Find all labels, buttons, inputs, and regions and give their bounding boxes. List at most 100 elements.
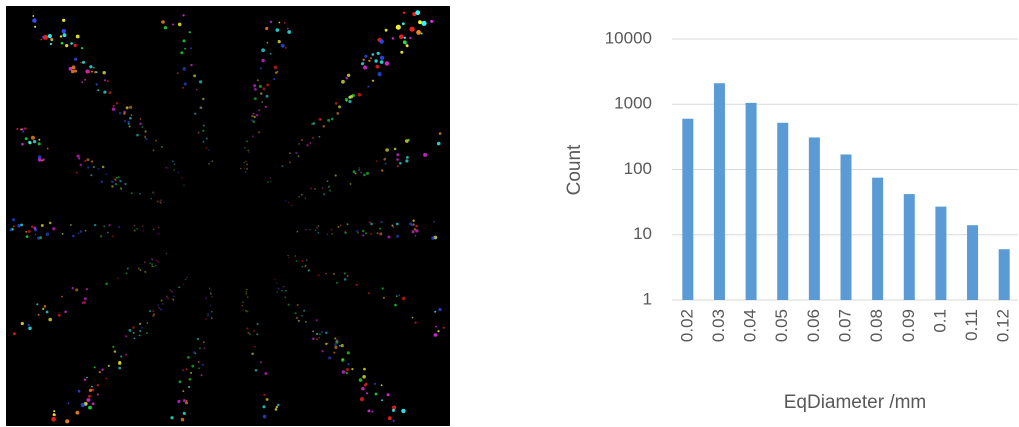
particle: [37, 237, 40, 240]
particle: [316, 319, 318, 321]
particle: [13, 225, 15, 227]
particle: [278, 40, 281, 43]
particle: [260, 361, 262, 363]
particle: [114, 350, 117, 353]
particle: [153, 149, 155, 151]
particle: [139, 335, 141, 337]
particle: [99, 371, 101, 373]
particle: [76, 35, 80, 39]
particle: [211, 317, 213, 319]
particle: [198, 367, 200, 369]
particle: [291, 205, 293, 207]
particle: [309, 142, 311, 144]
particle: [161, 300, 163, 302]
particle: [270, 177, 272, 179]
particle: [260, 92, 262, 94]
particle: [363, 59, 365, 61]
particle: [153, 228, 155, 230]
x-tick-label: 0.08: [867, 309, 886, 342]
particle: [104, 79, 106, 81]
particle: [358, 169, 360, 171]
particle: [161, 199, 163, 201]
figure: Count EqDiameter /mm 1101001000100000.02…: [0, 0, 1019, 427]
particle: [246, 327, 248, 329]
particle: [434, 333, 438, 337]
particle: [254, 116, 256, 118]
particle: [316, 339, 318, 341]
particle: [146, 332, 148, 334]
particle: [160, 308, 162, 310]
particle: [34, 26, 36, 28]
particle: [372, 80, 374, 82]
particle: [387, 236, 390, 239]
x-tick-label: 0.03: [709, 309, 728, 342]
particle: [111, 180, 113, 182]
particle: [145, 130, 147, 132]
particle: [115, 183, 117, 185]
particle: [245, 161, 247, 163]
particle: [178, 172, 180, 174]
particle: [347, 74, 350, 77]
particle: [139, 330, 141, 332]
particle: [413, 223, 415, 225]
particle: [279, 22, 281, 24]
particle: [244, 167, 246, 169]
particle: [334, 346, 337, 349]
particle: [340, 225, 342, 227]
particle: [275, 408, 278, 411]
particle: [140, 118, 142, 120]
particle: [298, 320, 300, 322]
particle: [406, 44, 409, 47]
particle: [35, 234, 37, 236]
particle: [383, 297, 385, 299]
particle: [53, 413, 56, 416]
particle: [266, 398, 269, 401]
particle: [410, 27, 415, 32]
particle: [26, 235, 29, 238]
particle: [48, 34, 52, 38]
particle: [381, 384, 383, 386]
particle: [33, 227, 36, 230]
particle: [319, 333, 321, 335]
particle: [206, 147, 208, 149]
particle: [25, 137, 28, 140]
particle: [28, 230, 31, 233]
particle: [41, 224, 44, 227]
particle: [263, 394, 265, 396]
particle: [246, 140, 248, 142]
particle: [127, 268, 129, 270]
particle: [400, 51, 403, 54]
particle: [72, 287, 74, 289]
particle: [431, 236, 434, 239]
particle: [415, 10, 420, 15]
particle: [376, 65, 380, 69]
particle: [134, 338, 136, 340]
particle: [125, 273, 127, 275]
particle: [285, 47, 287, 49]
particle: [142, 225, 144, 227]
particle: [392, 409, 395, 412]
particle: [189, 378, 192, 381]
particle: [116, 102, 118, 104]
particle: [186, 368, 188, 370]
particle: [298, 143, 300, 145]
particle: [28, 324, 30, 326]
particle: [147, 322, 149, 324]
particle: [369, 221, 371, 223]
particle: [312, 137, 314, 139]
particle: [97, 394, 99, 396]
particle: [396, 235, 399, 238]
particle: [401, 409, 405, 413]
particle: [287, 255, 289, 257]
particle: [387, 393, 390, 396]
particle: [106, 378, 108, 380]
y-axis-label: Count: [564, 144, 585, 195]
particle: [421, 21, 426, 26]
x-tick-label: 0.11: [962, 309, 981, 341]
particle: [81, 81, 83, 83]
particle: [112, 235, 114, 237]
particle: [48, 318, 52, 322]
particle: [270, 53, 272, 55]
particle: [385, 163, 387, 165]
x-tick-label: 0.05: [772, 309, 791, 342]
